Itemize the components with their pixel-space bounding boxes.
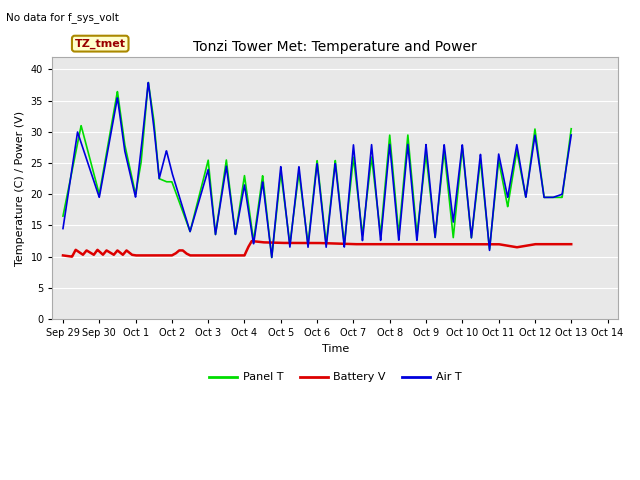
Air T xyxy=(59,226,67,231)
Panel T xyxy=(557,194,565,200)
Air T xyxy=(268,254,276,260)
Battery V xyxy=(117,251,125,256)
Text: No data for f_sys_volt: No data for f_sys_volt xyxy=(6,12,119,23)
Line: Panel T: Panel T xyxy=(63,83,572,257)
Legend: Panel T, Battery V, Air T: Panel T, Battery V, Air T xyxy=(205,368,466,387)
Battery V xyxy=(276,240,284,246)
Battery V xyxy=(503,243,511,249)
Air T xyxy=(568,132,575,138)
Panel T xyxy=(254,206,262,212)
Title: Tonzi Tower Met: Temperature and Power: Tonzi Tower Met: Temperature and Power xyxy=(193,40,477,54)
Panel T xyxy=(276,175,284,180)
Panel T xyxy=(568,126,575,132)
Air T xyxy=(276,169,284,175)
Panel T xyxy=(59,213,67,219)
Battery V xyxy=(59,252,67,258)
Air T xyxy=(147,103,155,109)
Panel T xyxy=(117,114,125,120)
Air T xyxy=(254,211,262,216)
Battery V xyxy=(68,254,76,260)
Text: TZ_tmet: TZ_tmet xyxy=(75,38,125,49)
Panel T xyxy=(145,80,152,85)
Air T xyxy=(117,120,125,126)
Air T xyxy=(557,192,565,197)
Y-axis label: Temperature (C) / Power (V): Temperature (C) / Power (V) xyxy=(15,110,25,265)
Panel T xyxy=(503,199,511,205)
Panel T xyxy=(147,99,155,105)
X-axis label: Time: Time xyxy=(322,344,349,354)
Battery V xyxy=(557,241,565,247)
Panel T xyxy=(268,254,276,260)
Air T xyxy=(503,191,511,196)
Air T xyxy=(145,80,152,85)
Line: Battery V: Battery V xyxy=(63,241,572,257)
Battery V xyxy=(254,239,262,245)
Battery V xyxy=(248,238,255,244)
Battery V xyxy=(147,252,155,258)
Battery V xyxy=(568,241,575,247)
Line: Air T: Air T xyxy=(63,83,572,257)
